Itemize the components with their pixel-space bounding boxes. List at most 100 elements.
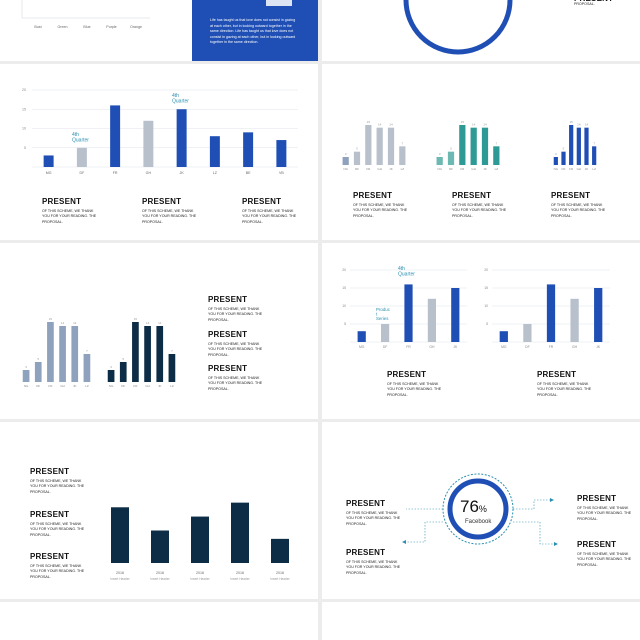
slide-8-present-title-3: PRESENT bbox=[577, 494, 617, 503]
slide-7-bar-chart: 2016 Insert Header 2016 Insert Header 2016 In… bbox=[110, 502, 291, 581]
slide-4-present-title-2: PRESENT bbox=[452, 191, 492, 200]
x-tick-label: MG bbox=[501, 345, 507, 349]
bar bbox=[365, 125, 372, 165]
bar bbox=[499, 331, 508, 342]
slide-8[interactable]: 76% Facebook PRESENT OF THIS SCHEME, WE … bbox=[322, 422, 640, 599]
bar-value-label: 5 bbox=[356, 147, 358, 151]
slide-9[interactable] bbox=[0, 602, 318, 640]
x-tick-label: DF bbox=[449, 167, 453, 171]
progress-ring bbox=[447, 478, 509, 540]
bar-value-label: 3 bbox=[439, 152, 441, 156]
bar bbox=[470, 127, 477, 165]
slide-7-present-body-2: OF THIS SCHEME, WE THANK YOU FOR YOUR RE… bbox=[30, 522, 85, 537]
x-tick-label: DF bbox=[355, 167, 359, 171]
x-tick-label: DF bbox=[121, 384, 125, 388]
bar bbox=[353, 151, 361, 165]
slide-1-blue-text: Life has taught us that love does not co… bbox=[210, 18, 296, 45]
x-tick-label: GH bbox=[471, 167, 476, 171]
slide-8-facebook-label: Facebook bbox=[465, 519, 492, 525]
bar bbox=[22, 370, 30, 382]
bar bbox=[459, 125, 466, 165]
slide-3[interactable]: 20 15 10 5 MG DF FR GH JK LZ BE VB 4th Quarter 4th Quar… bbox=[0, 64, 318, 240]
slide-8-present-body-4: OF THIS SCHEME, WE THANK YOU FOR YOUR RE… bbox=[577, 552, 632, 567]
bar-value-label: 14 bbox=[577, 123, 581, 127]
x-tick-label: FR bbox=[460, 167, 465, 171]
x-tick-label: VB bbox=[279, 171, 284, 175]
y-tick-label: 15 bbox=[22, 107, 26, 111]
bar bbox=[143, 120, 154, 167]
x-tick-label: NG bbox=[554, 167, 559, 171]
x-tick-label: JK bbox=[585, 167, 589, 171]
slide-4[interactable]: 3 NG 5 DF 15 FR 14 GH 14 JK 7 LZ 3 NG 5 DF 15 FR 14 GH 14 JK 7… bbox=[322, 64, 640, 240]
bar bbox=[43, 155, 54, 167]
bar bbox=[111, 507, 129, 563]
slide-6-present-title-2: PRESENT bbox=[537, 370, 577, 379]
slide-6[interactable]: 20 15 10 5 MG DF FR GH JK 20 15 10 5 MG DF FR GH JK 4th Qua… bbox=[322, 243, 640, 419]
slide-1[interactable]: Bust Green Blue Purple Orange Life has taugh… bbox=[0, 0, 318, 61]
slide-6-present-title-1: PRESENT bbox=[387, 370, 427, 379]
bar bbox=[481, 127, 489, 165]
bar bbox=[399, 146, 406, 165]
bar-value-label: 3 bbox=[25, 365, 27, 369]
slide-1-chart: Bust Green Blue Purple Orange bbox=[21, 0, 150, 29]
bar bbox=[427, 298, 436, 342]
bar-value-label: 7 bbox=[86, 349, 88, 353]
bar bbox=[276, 140, 287, 167]
bar bbox=[592, 146, 597, 165]
slide-3-present-body-3: OF THIS SCHEME, WE THANK YOU FOR YOUR RE… bbox=[242, 209, 297, 224]
bar bbox=[34, 362, 42, 382]
x-sub-label: Insert Header bbox=[230, 577, 250, 581]
bar-value-label: 3 bbox=[110, 365, 112, 369]
slide-2[interactable]: PRESENT PROPOSAL. bbox=[322, 0, 640, 61]
bar-value-label: 14 bbox=[483, 123, 487, 127]
slide-5-present-body-1: OF THIS SCHEME, WE THANK YOU FOR YOUR RE… bbox=[208, 307, 263, 322]
bar-value-label: 15 bbox=[49, 317, 53, 321]
x-tick-label: GH bbox=[577, 167, 582, 171]
y-tick-label: 10 bbox=[342, 304, 346, 308]
x-tick-label: JK bbox=[453, 345, 458, 349]
bar-value-label: 14 bbox=[472, 123, 476, 127]
y-tick-label: 5 bbox=[486, 322, 488, 326]
x-tick-label: MG bbox=[46, 171, 52, 175]
bar-value-label: 3 bbox=[555, 152, 557, 156]
x-sub-label: Insert Header bbox=[190, 577, 210, 581]
x-year-label: 2016 bbox=[116, 571, 124, 575]
slide-4-bar-charts: 3 NG 5 DF 15 FR 14 GH 14 JK 7 LZ 3 NG 5 DF 15 FR 14 GH 14 JK 7… bbox=[342, 120, 597, 171]
slide-6-bar-charts: 20 15 10 5 MG DF FR GH JK 20 15 10 5 MG DF FR GH JK 4th Qua… bbox=[342, 266, 610, 349]
x-tick-label: DF bbox=[79, 171, 85, 175]
x-year-label: 2016 bbox=[276, 571, 284, 575]
slide-5-present-title-3: PRESENT bbox=[208, 364, 248, 373]
slide-1-x-label: Bust bbox=[34, 25, 41, 29]
bar bbox=[110, 105, 121, 167]
x-tick-label: JK bbox=[180, 171, 185, 175]
slide-3-bar-chart: 20 15 10 5 MG DF FR GH JK LZ BE VB 4th Quarter 4th Quar… bbox=[22, 88, 298, 175]
bar bbox=[71, 326, 79, 382]
slide-4-present-body-3: OF THIS SCHEME, WE THANK YOU FOR YOUR RE… bbox=[551, 203, 606, 218]
x-tick-label: FR bbox=[48, 384, 53, 388]
x-tick-label: JK bbox=[483, 167, 487, 171]
x-tick-label: NG bbox=[24, 384, 29, 388]
slide-7[interactable]: 2016 Insert Header 2016 Insert Header 2016 In… bbox=[0, 422, 318, 599]
bar-value-label: 5 bbox=[563, 147, 565, 151]
x-tick-label: NG bbox=[109, 384, 114, 388]
slide-10[interactable] bbox=[322, 602, 640, 640]
x-tick-label: GH bbox=[377, 167, 382, 171]
bar-value-label: 15 bbox=[461, 120, 465, 124]
slide-5-present-body-2: OF THIS SCHEME, WE THANK YOU FOR YOUR RE… bbox=[208, 342, 263, 357]
slide-1-x-label: Orange bbox=[130, 25, 142, 29]
bar bbox=[83, 354, 91, 382]
slide-3-present-title-2: PRESENT bbox=[142, 197, 182, 206]
x-year-label: 2016 bbox=[156, 571, 164, 575]
x-tick-label: LZ bbox=[213, 171, 218, 175]
slide-3-present-title-3: PRESENT bbox=[242, 197, 282, 206]
bar bbox=[132, 322, 139, 382]
slide-5[interactable]: 3 NG 5 DF 15 FR 14 GH 14 JK 7 LZ 3 NG 5 DF 15 FR 14 GH 14 JK 7… bbox=[0, 243, 318, 419]
x-tick-label: JK bbox=[596, 345, 601, 349]
bar bbox=[493, 146, 500, 165]
x-tick-label: GH bbox=[60, 384, 65, 388]
bar-value-label: 15 bbox=[569, 120, 573, 124]
x-tick-label: FR bbox=[366, 167, 371, 171]
x-tick-label: GH bbox=[429, 345, 435, 349]
x-tick-label: DF bbox=[562, 167, 566, 171]
annotation-label: 4th Quarter bbox=[172, 93, 189, 104]
